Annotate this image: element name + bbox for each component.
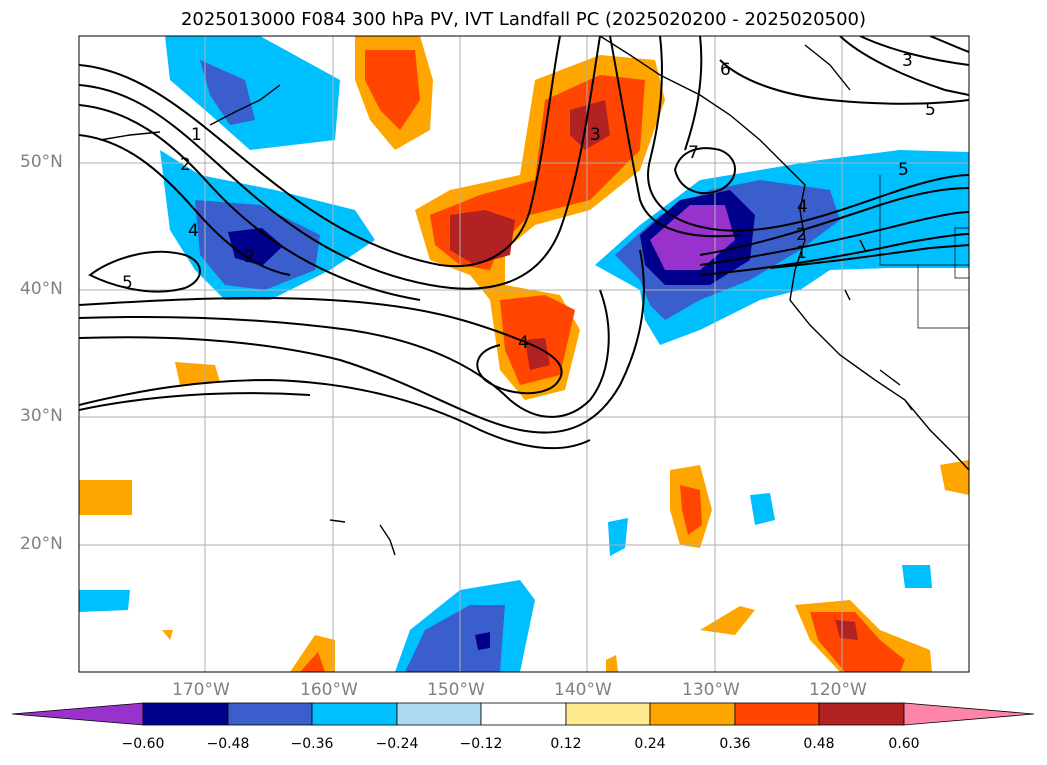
contour-label: 5 — [898, 160, 909, 180]
contour-label: 5 — [925, 100, 936, 120]
contour-label: 2 — [244, 247, 255, 267]
contour-label: 3 — [902, 51, 913, 71]
contour-label: 2 — [180, 155, 191, 175]
lat-label: 50°N — [20, 152, 63, 172]
map-title: 2025013000 F084 300 hPa PV, IVT Landfall… — [180, 9, 867, 30]
lat-label: 20°N — [20, 534, 63, 554]
contour-label: 6 — [720, 60, 731, 80]
colorbar-tick-label: −0.60 — [121, 736, 165, 752]
colorbar-tick-label: 0.60 — [888, 736, 920, 752]
contour-label: 7 — [688, 143, 699, 163]
colorbar-tick-label: 0.24 — [634, 736, 666, 752]
lon-label: 130°W — [682, 680, 740, 700]
colorbar-tick-label: 0.36 — [719, 736, 751, 752]
contour-label-group: 5 2 4 2 1 3 4 6 7 3 5 5 4 2 1 — [122, 51, 936, 353]
colorbar-tick-label: 0.48 — [803, 736, 835, 752]
contour-label: 2 — [796, 225, 807, 245]
gridlines — [79, 36, 969, 672]
lon-label: 120°W — [809, 680, 867, 700]
colorbar-tick-label: −0.24 — [375, 736, 419, 752]
colorbar-tick-label: −0.12 — [459, 736, 503, 752]
colorbar-tick-label: −0.48 — [206, 736, 250, 752]
contour-label: 5 — [122, 273, 133, 293]
lon-label: 170°W — [172, 680, 230, 700]
lon-label: 150°W — [427, 680, 485, 700]
colorbar-tick-label: 0.12 — [550, 736, 582, 752]
plot-frame — [78, 35, 970, 673]
coastlines — [99, 36, 969, 556]
lon-label: 160°W — [300, 680, 358, 700]
lat-label: 30°N — [20, 406, 63, 426]
contour-label: 4 — [797, 197, 808, 217]
contour-label: 4 — [188, 221, 199, 241]
ivt-contours — [79, 36, 969, 450]
lon-label: 140°W — [554, 680, 612, 700]
contour-label: 3 — [590, 125, 601, 145]
colorbar-tick-label: −0.36 — [290, 736, 334, 752]
lat-label: 40°N — [20, 279, 63, 299]
contour-label: 1 — [796, 243, 807, 263]
colorbar — [11, 702, 1035, 726]
contour-label: 1 — [191, 125, 202, 145]
contour-label: 4 — [518, 333, 529, 353]
